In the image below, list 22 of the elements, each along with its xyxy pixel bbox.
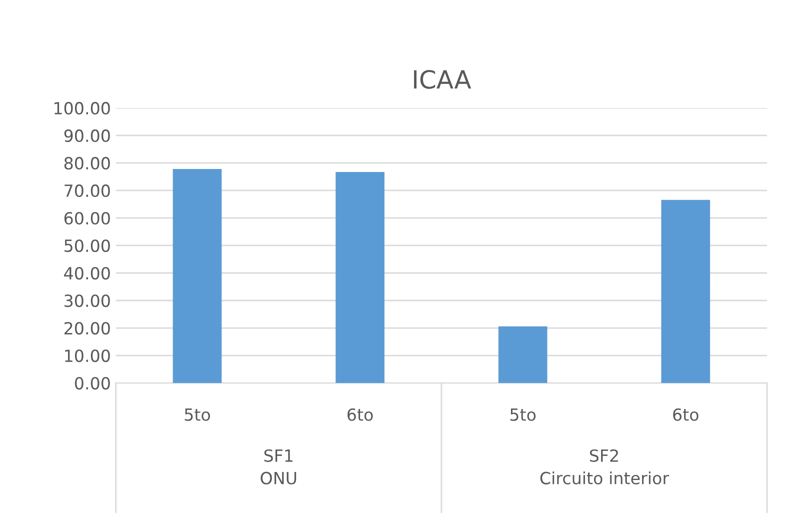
y-tick-label: 0.00: [74, 376, 110, 390]
x-tick-label: 6to: [348, 408, 373, 421]
y-tick-label: 70.00: [64, 184, 110, 198]
y-tick-label: 60.00: [64, 212, 110, 225]
y-tick-label: 40.00: [64, 266, 110, 280]
chart-title: ICAA: [414, 70, 472, 89]
text: SF1 ONU: [260, 449, 296, 484]
x-tick-label: 5to: [510, 408, 536, 421]
y-tick-label: 10.00: [65, 349, 110, 362]
bar: [172, 169, 222, 384]
y-tick-label: 90.00: [64, 129, 110, 142]
y-tick-label: 80.00: [64, 156, 110, 170]
y-tick-label: 50.00: [64, 239, 110, 252]
x-tick-label: 6to: [673, 408, 698, 421]
y-tick-label: 20.00: [64, 322, 110, 335]
bar: [498, 326, 548, 384]
bar: [336, 172, 384, 384]
x-tick-label: 5to: [184, 408, 210, 421]
y-tick-label: 30.00: [64, 294, 110, 308]
text: SF2 Circuito interior: [540, 449, 670, 484]
y-tick-label: 100.00: [54, 102, 110, 115]
bar: [661, 200, 710, 384]
